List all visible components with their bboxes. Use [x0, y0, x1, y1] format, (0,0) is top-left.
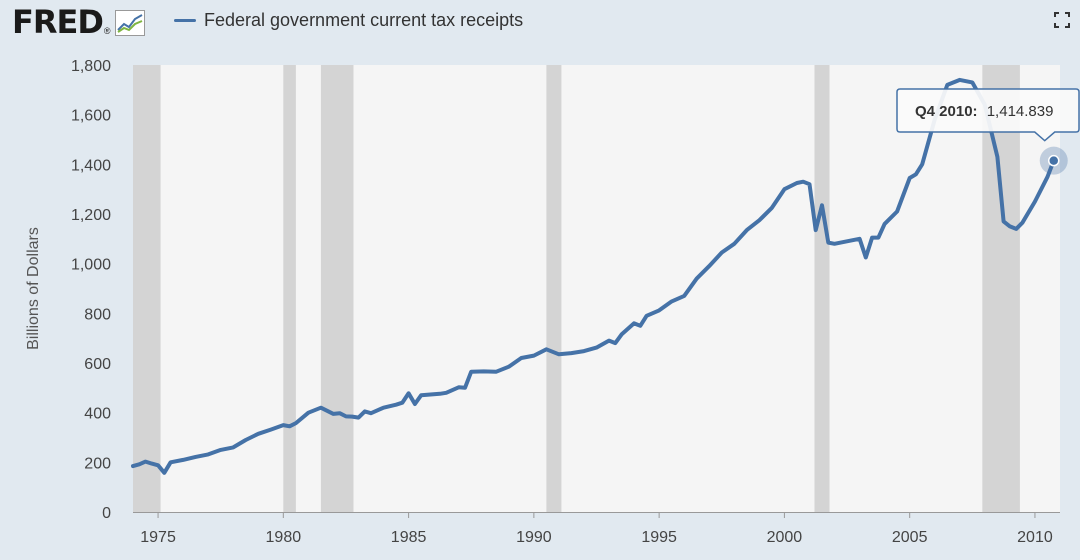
x-tick-label: 1990	[516, 529, 552, 546]
y-tick-label: 200	[84, 455, 111, 472]
y-tick-label: 800	[84, 306, 111, 323]
legend[interactable]: Federal government current tax receipts	[174, 10, 523, 31]
recession-band	[133, 65, 161, 512]
x-tick-label: 1995	[641, 529, 677, 546]
fred-logo-registered-mark: ®	[103, 26, 111, 36]
recession-band	[546, 65, 562, 512]
tooltip-text: Q4 2010: 1,414.839	[915, 103, 1053, 120]
recession-band	[283, 65, 296, 512]
chart-header: FRED ® Federal government current tax re…	[0, 0, 1080, 48]
y-tick-label: 1,800	[71, 58, 111, 75]
x-tick-label: 1975	[140, 529, 176, 546]
y-tick-label: 1,600	[71, 108, 111, 125]
x-tick-label: 2005	[892, 529, 928, 546]
fred-logo-text: FRED	[12, 3, 104, 41]
y-tick-label: 0	[102, 505, 111, 522]
tooltip-box	[896, 88, 1080, 142]
x-axis: 1975 1980 1985 1990 1995 2000 2005 2010	[133, 512, 1060, 546]
y-tick-label: 1,000	[71, 257, 111, 274]
y-tick-label: 400	[84, 406, 111, 423]
y-tick-label: 1,400	[71, 157, 111, 174]
fred-logo[interactable]: FRED ®	[12, 3, 145, 41]
y-axis: 0 200 400 600 800 1,000 1,200 1,400 1,600 1,800	[71, 58, 111, 522]
fullscreen-icon[interactable]	[1054, 12, 1070, 28]
y-axis-label: Billions of Dollars	[25, 227, 42, 350]
tooltip-value: 1,414.839	[987, 103, 1054, 120]
x-tick-label: 2000	[767, 529, 803, 546]
recession-band	[814, 65, 830, 512]
tooltip: Q4 2010: 1,414.839	[896, 88, 1080, 142]
recession-bands	[133, 65, 1020, 512]
x-tick-label: 1980	[266, 529, 302, 546]
recession-band	[982, 65, 1020, 512]
x-tick-label: 1985	[391, 529, 427, 546]
series-line-federal-tax-receipts[interactable]	[131, 77, 1056, 475]
y-tick-label: 600	[84, 356, 111, 373]
x-tick-label: 2010	[1017, 529, 1053, 546]
line-graph-icon	[114, 10, 145, 36]
hover-point[interactable]	[1047, 154, 1060, 167]
tooltip-period: Q4 2010:	[915, 103, 978, 120]
y-tick-label: 1,200	[71, 207, 111, 224]
legend-swatch	[174, 19, 196, 22]
recession-band	[320, 65, 354, 512]
legend-label: Federal government current tax receipts	[204, 10, 524, 30]
